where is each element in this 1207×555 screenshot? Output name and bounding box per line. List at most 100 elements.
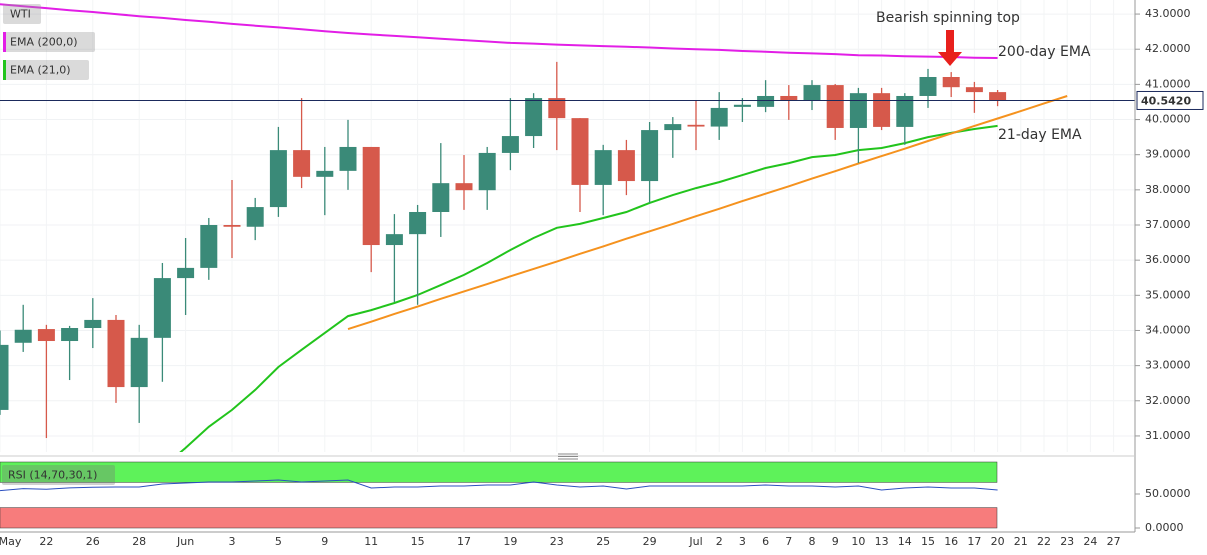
y-tick-label: 33.0000 [1145, 359, 1191, 372]
x-tick-label: 3 [229, 535, 236, 548]
candle-body [896, 95, 914, 127]
x-tick-label: 21 [1014, 535, 1028, 548]
candle-body [965, 87, 983, 93]
overlay: 31.0000 32.0000 33.0000 34.0000 35.0000 36.00… [0, 4, 1204, 548]
x-tick-label: 6 [762, 535, 769, 548]
x-tick-label: 7 [785, 535, 792, 548]
x-tick-label: 15 [411, 535, 425, 548]
x-tick-label: 14 [898, 535, 912, 548]
candle-body [641, 130, 659, 182]
rsi-tick-label: 50.0000 [1145, 487, 1191, 500]
x-tick-label: 28 [132, 535, 146, 548]
candle-body [432, 183, 450, 212]
candle-body [409, 211, 427, 235]
x-tick-label: 26 [86, 535, 100, 548]
candle-body [757, 95, 775, 107]
pane-handle[interactable] [558, 453, 578, 460]
candle-body [710, 107, 728, 127]
candle-body [548, 98, 566, 119]
candle-body [130, 337, 148, 388]
candle-body [269, 150, 287, 208]
x-tick-label: 17 [967, 535, 981, 548]
candle-body [501, 136, 519, 153]
y-tick-label: 43.0000 [1145, 7, 1191, 20]
annotation: 200-day EMA [998, 44, 1091, 60]
x-tick-label: 2 [716, 535, 723, 548]
candle-body [200, 225, 218, 268]
last-price-box [1136, 90, 1204, 110]
ema-line [0, 3, 998, 59]
rsi-lower-band [0, 507, 998, 529]
candle-body [617, 150, 635, 182]
y-tick-label: 36.0000 [1145, 253, 1191, 266]
candle-body [571, 118, 589, 185]
candle-body [385, 234, 403, 246]
x-tick-label: 5 [275, 535, 282, 548]
y-tick-label: 39.0000 [1145, 148, 1191, 161]
x-tick-label: 23 [550, 535, 564, 548]
rsi-label: RSI (14,70,30,1) [8, 469, 97, 482]
x-tick-label: 11 [364, 535, 378, 548]
x-tick-label: 20 [991, 535, 1005, 548]
annotation: Bearish spinning top [876, 10, 1020, 26]
rsi-line [0, 479, 998, 492]
candle-body [293, 150, 311, 177]
x-tick-label: 29 [643, 535, 657, 548]
price-pane [0, 0, 1135, 452]
candle-body [37, 329, 55, 342]
x-tick-label: 15 [921, 535, 935, 548]
spinning-top-arrow [938, 30, 962, 66]
candle-body [177, 267, 195, 279]
rsi-label-box [2, 465, 115, 485]
x-tick-label: 13 [875, 535, 889, 548]
x-tick-label: 9 [832, 535, 839, 548]
candle-body [61, 328, 79, 342]
candle-body [873, 93, 891, 127]
rsi-pane [0, 461, 998, 529]
x-tick-label: 23 [1060, 535, 1074, 548]
x-tick-label: Jul [688, 535, 702, 548]
legend-box [3, 60, 89, 80]
x-tick-label: Jun [176, 535, 194, 548]
y-tick-label: 41.0000 [1145, 77, 1191, 90]
candle-body [826, 85, 844, 128]
candle-body [989, 92, 1007, 101]
y-tick-label: 35.0000 [1145, 288, 1191, 301]
y-tick-label: 32.0000 [1145, 394, 1191, 407]
x-tick-label: 27 [1107, 535, 1121, 548]
candle-body [362, 146, 380, 246]
candle-body [153, 278, 171, 338]
y-tick-label: 37.0000 [1145, 218, 1191, 231]
annotation: 21-day EMA [998, 127, 1082, 143]
legend-label: EMA (200,0) [10, 36, 78, 49]
y-tick-label: 34.0000 [1145, 323, 1191, 336]
rsi-upper-band [0, 461, 998, 483]
candle-body [478, 152, 496, 191]
legend-label: EMA (21,0) [10, 64, 71, 77]
candle-body [733, 104, 751, 107]
candle-body [942, 76, 960, 88]
x-tick-label: 16 [944, 535, 958, 548]
last-price-label: 40.5420 [1141, 94, 1191, 107]
y-tick-label: 31.0000 [1145, 429, 1191, 442]
trend-line [347, 95, 1068, 331]
candle-body [316, 170, 334, 177]
candle-body [14, 329, 32, 343]
x-tick-label: 22 [39, 535, 53, 548]
legend-label: WTI [10, 8, 31, 21]
x-tick-label: 3 [739, 535, 746, 548]
candle-body [84, 319, 102, 329]
y-tick-label: 42.0000 [1145, 42, 1191, 55]
candle-body [803, 85, 821, 101]
candle-body [919, 76, 937, 96]
x-tick-label: 9 [321, 535, 328, 548]
candle-body [0, 344, 9, 410]
x-tick-label: 10 [851, 535, 865, 548]
candle-body [780, 95, 798, 101]
y-tick-label: 38.0000 [1145, 183, 1191, 196]
x-tick-label: 25 [596, 535, 610, 548]
candle-body [107, 319, 125, 388]
x-tick-label: 19 [503, 535, 517, 548]
x-tick-label: 8 [809, 535, 816, 548]
